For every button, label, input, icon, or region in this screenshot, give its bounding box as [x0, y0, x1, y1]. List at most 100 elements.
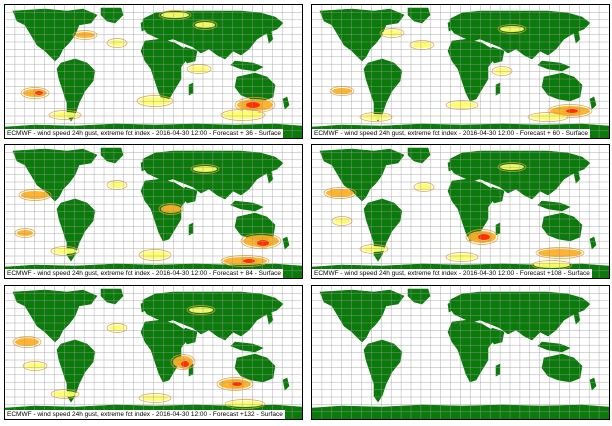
gust-extreme-area — [448, 254, 476, 260]
gust-contour — [20, 87, 50, 99]
gust-extreme-area — [412, 42, 432, 48]
gust-extreme-area — [17, 230, 33, 236]
landmass-greenland — [407, 7, 431, 24]
landmass-japan — [573, 311, 581, 325]
gust-contour — [106, 323, 128, 333]
gust-extreme-area — [334, 218, 350, 224]
landmass-south-america — [363, 339, 403, 403]
gust-extreme-area — [448, 102, 476, 108]
gust-extreme-area — [189, 307, 213, 313]
gust-extreme-area — [15, 338, 39, 346]
gust-extreme-area — [189, 66, 209, 72]
world-map — [312, 145, 609, 278]
gust-contour — [359, 244, 389, 254]
map-panel-empty — [311, 285, 610, 420]
gust-contour — [158, 10, 192, 20]
landmass-new-zealand — [589, 96, 597, 110]
gust-contour — [491, 66, 513, 76]
map-panel-forecast-108: ECMWF - wind speed 24h gust, extreme fct… — [311, 144, 610, 279]
landmass-indonesia — [230, 341, 264, 353]
gust-contour — [32, 89, 46, 97]
landmass-greenland — [100, 7, 124, 24]
world-map — [5, 286, 302, 419]
map-caption: ECMWF - wind speed 24h gust, extreme fct… — [5, 269, 284, 278]
landmass-south-america — [56, 198, 96, 262]
gust-extreme-area — [53, 391, 77, 397]
map-caption: ECMWF - wind speed 24h gust, extreme fct… — [5, 129, 284, 138]
gust-contour — [535, 247, 585, 259]
gust-extreme-area — [109, 325, 125, 331]
landmass-new-zealand — [282, 236, 290, 250]
gust-contour — [138, 393, 172, 403]
gust-extreme-area — [243, 259, 255, 263]
gust-contour — [186, 64, 212, 74]
landmass-indonesia — [537, 341, 571, 353]
gust-contour — [497, 24, 527, 34]
gust-extreme-area — [530, 114, 566, 120]
gust-contour — [445, 252, 479, 262]
gust-extreme-area — [500, 26, 524, 32]
gust-extreme-area — [195, 22, 215, 28]
landmass-north-america — [12, 8, 98, 62]
gust-extreme-area — [35, 91, 43, 95]
gust-extreme-area — [75, 32, 95, 38]
map-panel-forecast-132: ECMWF - wind speed 24h gust, extreme fct… — [4, 285, 303, 420]
gust-extreme-area — [478, 234, 490, 240]
landmass-indonesia — [537, 200, 571, 212]
gust-contour — [229, 380, 245, 388]
gust-contour — [323, 187, 357, 199]
gust-contour — [22, 361, 48, 371]
gust-contour — [186, 305, 216, 315]
gust-extreme-area — [332, 88, 352, 94]
gust-extreme-area — [25, 363, 45, 369]
gust-contour — [379, 28, 405, 38]
gust-extreme-area — [538, 249, 582, 257]
landmass-indonesia — [230, 200, 264, 212]
gust-extreme-area — [181, 361, 189, 367]
gust-extreme-area — [416, 184, 432, 190]
gust-contour — [527, 112, 569, 122]
gust-contour — [220, 109, 266, 121]
gust-contour — [331, 216, 353, 226]
landmass-madagascar — [495, 82, 501, 96]
gust-extreme-area — [223, 111, 263, 119]
gust-contour — [465, 229, 499, 245]
graticule-grid — [5, 286, 302, 419]
landmass-madagascar — [188, 82, 194, 96]
gust-contour — [178, 359, 192, 369]
gust-extreme-area — [246, 102, 260, 108]
gust-contour — [563, 107, 581, 115]
gust-contour — [106, 38, 128, 48]
world-map — [312, 286, 609, 419]
graticule-grid — [312, 286, 609, 419]
gust-extreme-area — [53, 248, 77, 254]
gust-extreme-area — [232, 382, 242, 386]
landmass-indonesia — [230, 60, 264, 72]
landmass-japan — [573, 170, 581, 184]
gust-extreme-area — [161, 205, 181, 213]
gust-extreme-area — [326, 189, 354, 197]
landmass-north-america — [12, 148, 98, 202]
gust-extreme-area — [534, 262, 570, 268]
gust-contour — [72, 30, 98, 40]
gust-extreme-area — [382, 30, 402, 36]
gust-contour — [216, 377, 254, 391]
landmass-japan — [266, 170, 274, 184]
landmass-greenland — [100, 147, 124, 164]
gust-contour — [50, 246, 80, 256]
gust-contour — [224, 399, 266, 409]
gust-extreme-area — [566, 109, 578, 113]
landmass-north-america — [319, 8, 405, 62]
graticule-grid — [312, 145, 609, 278]
gust-extreme-area — [161, 12, 189, 18]
landmass-north-america — [319, 289, 405, 343]
landmass-indonesia — [537, 60, 571, 72]
landmass-japan — [573, 30, 581, 44]
gust-contour — [475, 232, 493, 242]
landmass-new-zealand — [589, 377, 597, 391]
gust-contour — [243, 100, 263, 110]
gust-contour — [138, 249, 172, 261]
gust-contour — [445, 100, 479, 110]
landmass-madagascar — [495, 363, 501, 377]
world-map — [5, 145, 302, 278]
